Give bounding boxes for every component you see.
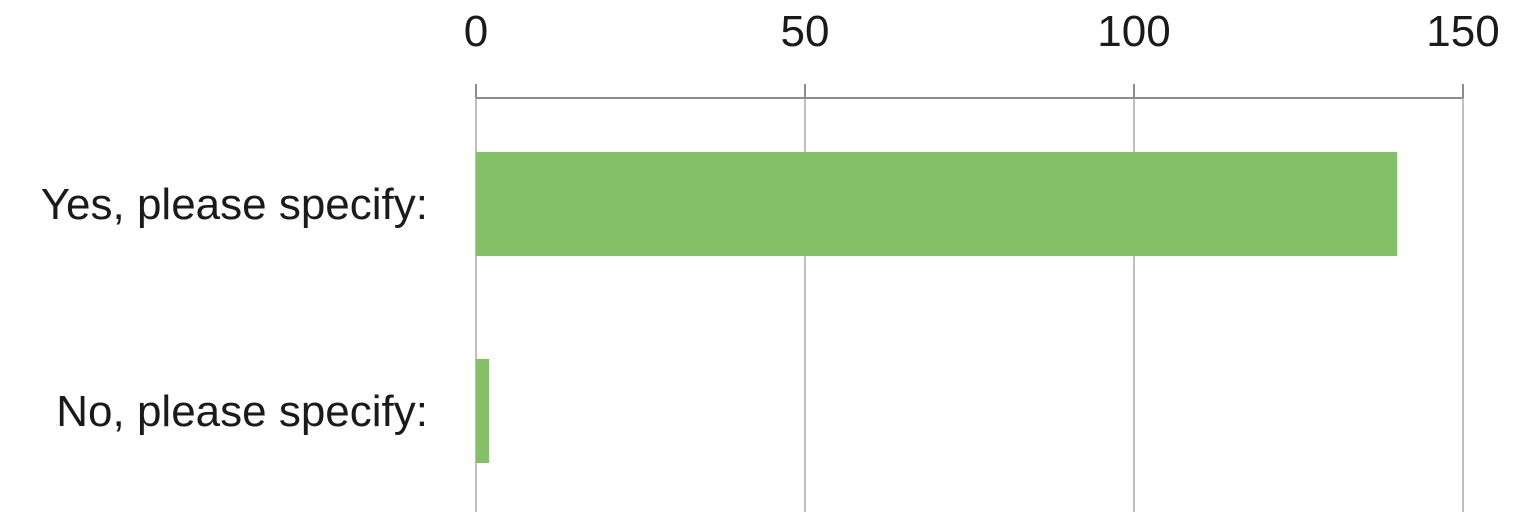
x-tick-label: 150 [1426,7,1499,56]
x-axis: 0 50 100 150 [464,7,1500,99]
bars [476,152,1398,463]
category-label: No, please specify: [56,387,428,436]
category-labels: Yes, please specify: No, please specify: [41,180,428,436]
x-tick-label: 0 [464,7,488,56]
bar [476,359,490,463]
x-tick-label: 100 [1097,7,1170,56]
category-label: Yes, please specify: [41,180,428,229]
bar [476,152,1398,256]
x-tick-label: 50 [781,7,830,56]
